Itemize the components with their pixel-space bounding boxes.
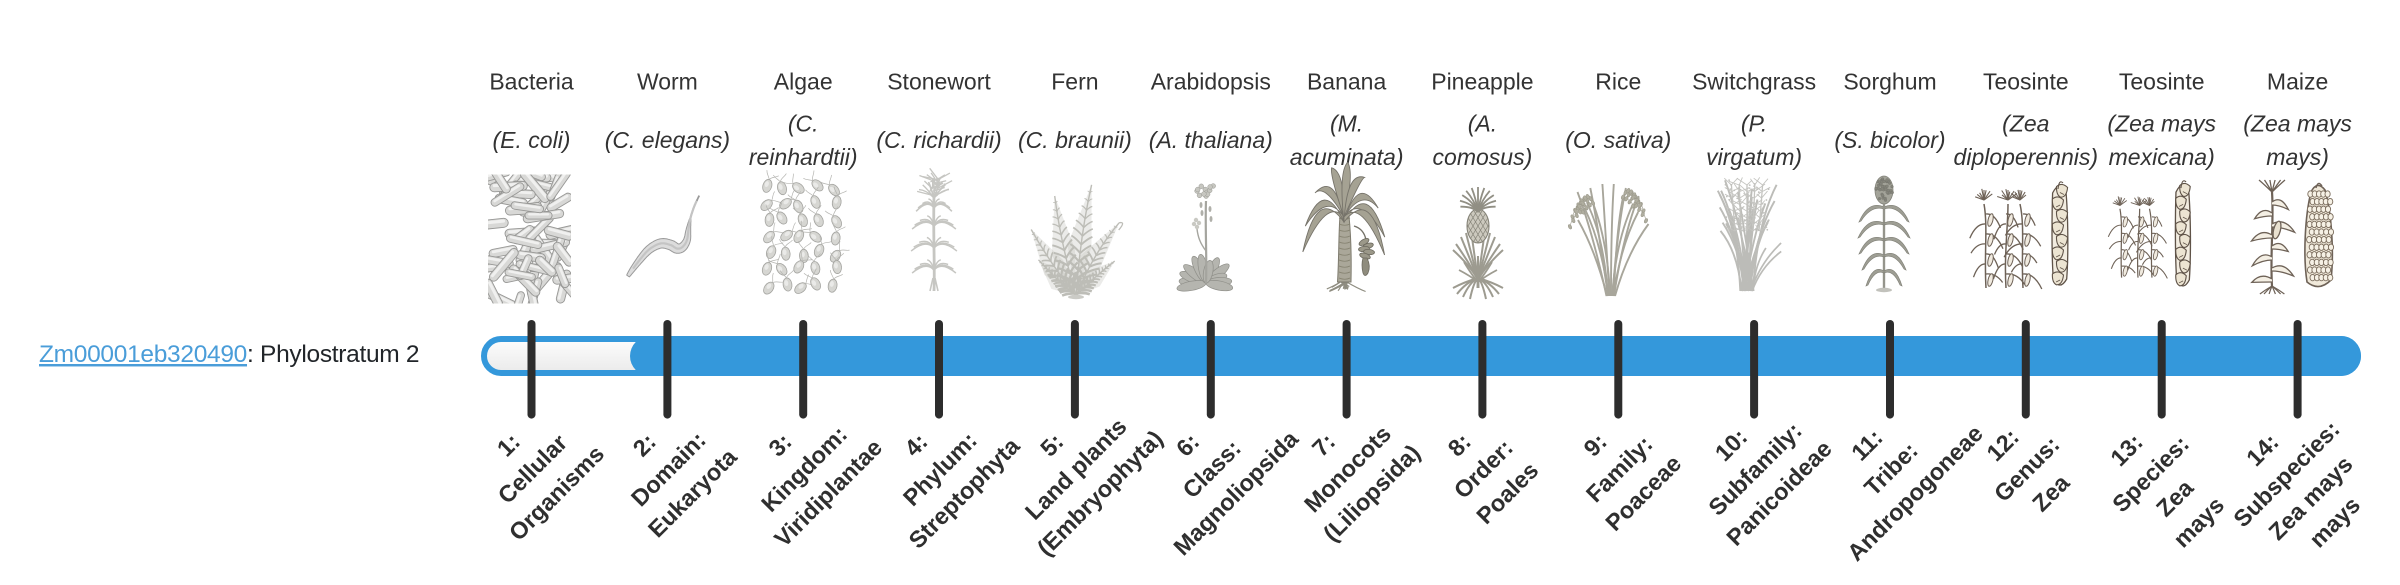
svg-text:Zm00001eb320490: Phylostratum: Zm00001eb320490: Phylostratum 2 [39, 341, 419, 368]
svg-text:Bacteria: Bacteria [489, 69, 574, 95]
svg-text:Algae: Algae [774, 69, 833, 95]
svg-text:(C. richardii): (C. richardii) [876, 127, 1001, 153]
svg-text:Stonewort: Stonewort [887, 69, 991, 95]
svg-text:Arabidopsis: Arabidopsis [1151, 69, 1271, 95]
svg-text:(A.comosus): (A. comosus) [1433, 111, 1533, 171]
svg-text:Teosinte: Teosinte [1983, 69, 2069, 95]
svg-text:(E. coli): (E. coli) [493, 127, 571, 153]
svg-text:Fern: Fern [1051, 69, 1098, 95]
svg-text:(A. thaliana): (A. thaliana) [1149, 127, 1273, 153]
svg-text:Maize: Maize [2267, 69, 2328, 95]
svg-text:Sorghum: Sorghum [1843, 69, 1936, 95]
svg-text:(C. braunii): (C. braunii) [1018, 127, 1132, 153]
svg-text:Worm: Worm [637, 69, 698, 95]
svg-text:Pineapple: Pineapple [1431, 69, 1533, 95]
svg-text:Switchgrass: Switchgrass [1692, 69, 1816, 95]
svg-text:12:Genus:Zea: 12:Genus:Zea [1965, 407, 2089, 531]
svg-text:(O. sativa): (O. sativa) [1565, 127, 1671, 153]
svg-text:(P.virgatum): (P. virgatum) [1706, 111, 1802, 171]
svg-text:8:Order:Poales: 8:Order:Poales [1423, 409, 1543, 529]
svg-text:13:Species:Zeamays: 13:Species:Zeamays [2083, 407, 2242, 566]
svg-text:14:Subspecies:Zea maysmays: 14:Subspecies:Zea maysmays [2204, 392, 2392, 580]
svg-text:(C. elegans): (C. elegans) [605, 127, 730, 153]
svg-text:(M.acuminata): (M. acuminata) [1290, 111, 1404, 171]
svg-text:Banana: Banana [1307, 69, 1387, 95]
svg-text:9:Family:Poaceae: 9:Family:Poaceae [1552, 402, 1686, 536]
svg-text:Teosinte: Teosinte [2119, 69, 2205, 95]
svg-text:Rice: Rice [1595, 69, 1641, 95]
svg-text:(C.reinhardtii): (C. reinhardtii) [749, 111, 858, 171]
svg-text:(S. bicolor): (S. bicolor) [1834, 127, 1945, 153]
svg-text:(Zea maysmays): (Zea mays mays) [2243, 111, 2352, 171]
